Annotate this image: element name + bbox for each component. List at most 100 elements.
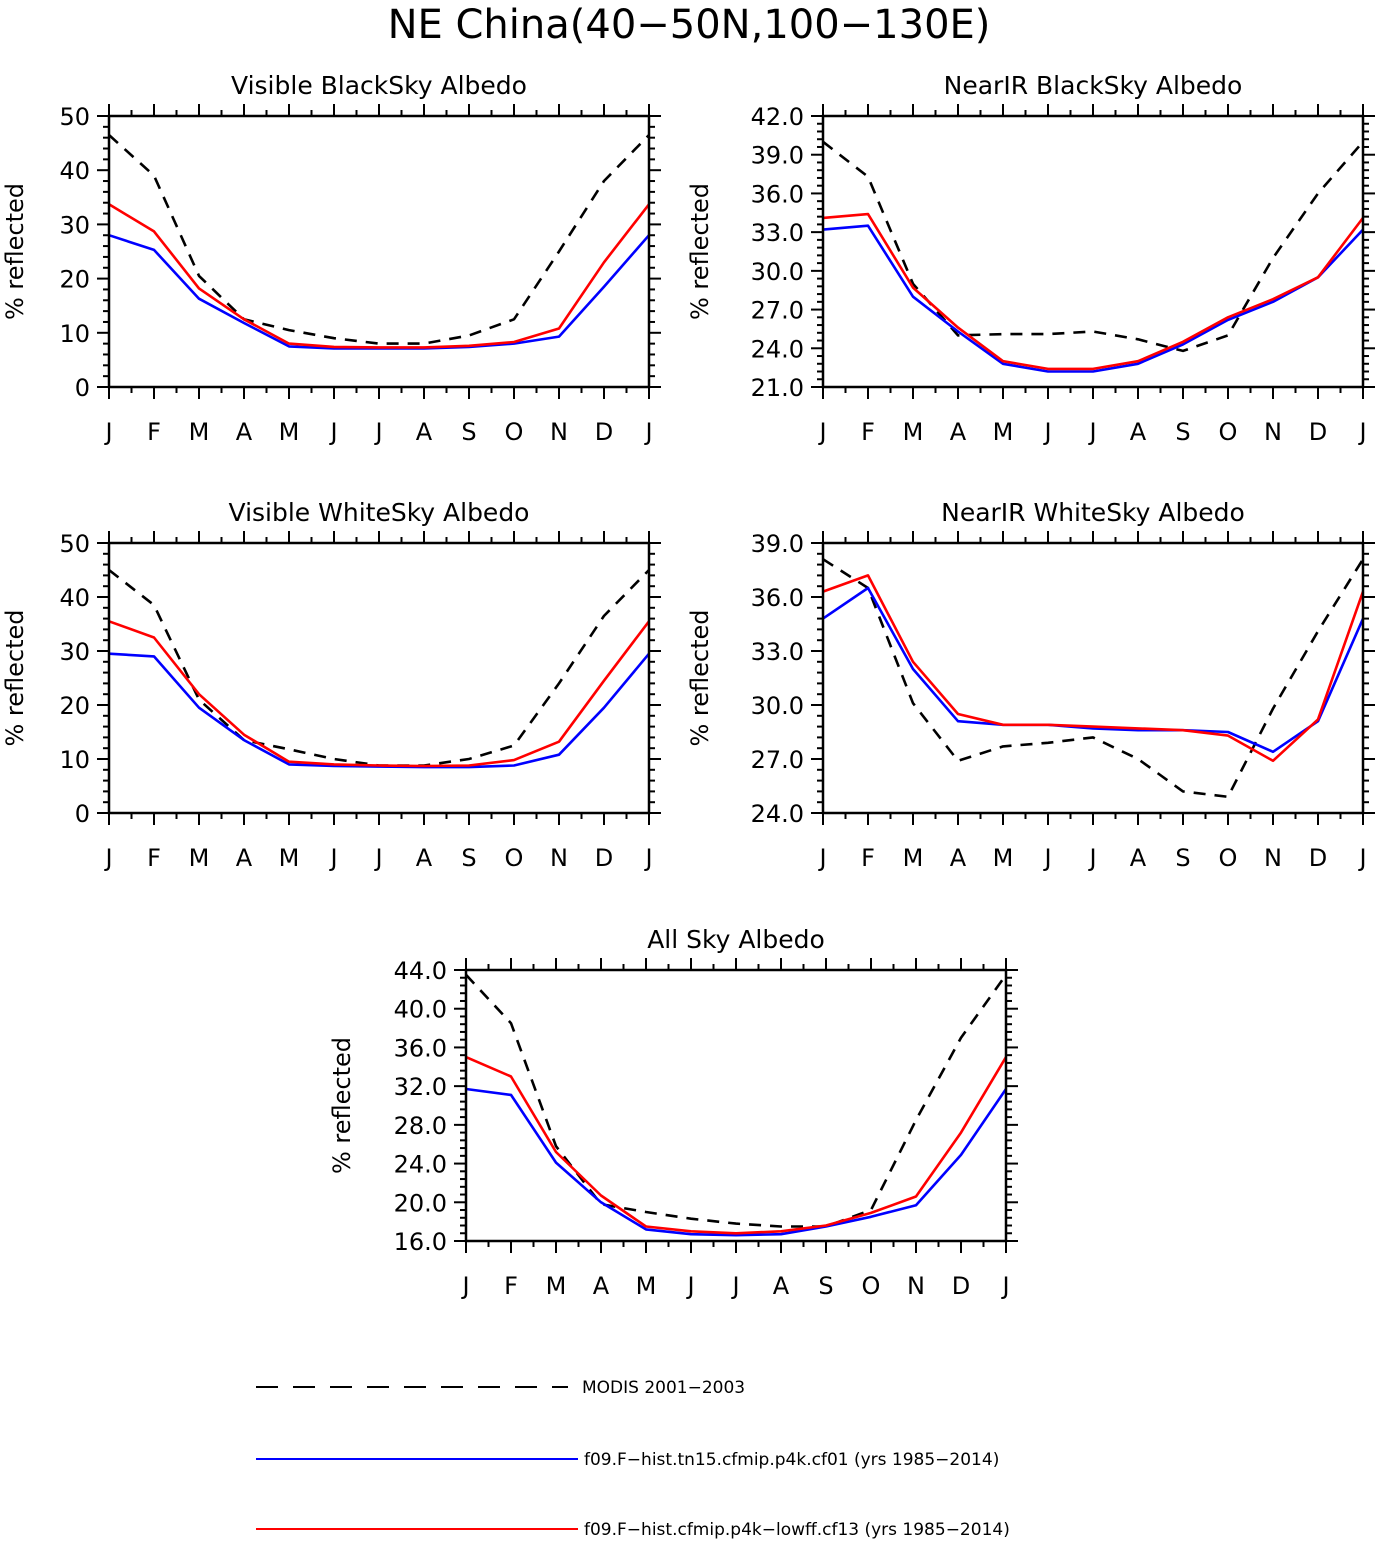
panel-title: Visible BlackSky Albedo [231, 71, 527, 100]
x-tick-label: S [1175, 418, 1190, 446]
x-tick-label: S [461, 844, 476, 872]
x-tick-label: M [189, 844, 210, 872]
legend-entry-cf01: f09.F−hist.tn15.cfmip.p4k.cf01 (yrs 1985… [256, 1450, 999, 1470]
x-tick-label: A [950, 844, 967, 872]
y-tick-label: 20.0 [394, 1189, 447, 1217]
x-tick-label: A [773, 1272, 790, 1300]
series-line-cf13 [465, 1055, 1008, 1235]
y-tick-label: 24.0 [751, 800, 804, 828]
x-tick-label: M [279, 418, 300, 446]
x-tick-label: O [505, 844, 524, 872]
x-tick-label: A [593, 1272, 610, 1300]
y-tick-label: 33.0 [751, 219, 804, 247]
x-tick-label: D [595, 844, 613, 872]
y-tick-label: 20 [59, 692, 90, 720]
x-tick-label: J [643, 418, 652, 446]
y-axis-label: % reflected [686, 609, 714, 746]
series-line-cf13 [822, 212, 1365, 371]
y-tick-label: 42.0 [751, 103, 804, 131]
x-tick-label: J [1042, 844, 1051, 872]
series-line-cf01 [822, 586, 1365, 754]
x-tick-label: J [1357, 418, 1366, 446]
x-tick-label: N [1264, 844, 1282, 872]
y-tick-label: 36.0 [394, 1034, 447, 1062]
x-tick-label: D [952, 1272, 970, 1300]
x-tick-label: A [950, 418, 967, 446]
x-tick-label: J [373, 844, 382, 872]
plot-frame [464, 968, 1008, 1243]
figure-title: NE China(40−50N,100−130E) [388, 2, 991, 48]
x-tick-label: M [546, 1272, 567, 1300]
x-tick-label: S [461, 418, 476, 446]
plot-frame [107, 541, 651, 815]
x-tick-label: M [993, 844, 1014, 872]
x-tick-label: M [279, 844, 300, 872]
x-tick-label: J [817, 418, 826, 446]
x-tick-label: F [861, 418, 875, 446]
x-tick-label: D [1309, 418, 1327, 446]
y-tick-label: 0 [75, 800, 90, 828]
series-line-cf01 [822, 224, 1364, 373]
x-tick-label: J [103, 418, 112, 446]
legend-label-cf13: f09.F−hist.cfmip.p4k−lowff.cf13 (yrs 198… [584, 1520, 1010, 1540]
y-tick-label: 36.0 [751, 180, 804, 208]
x-tick-label: J [1042, 418, 1051, 446]
panel-title: NearIR BlackSky Albedo [944, 71, 1243, 100]
y-axis-label: % reflected [1, 183, 29, 320]
y-tick-label: 10 [59, 320, 90, 348]
x-tick-label: J [1357, 844, 1366, 872]
x-tick-label: N [550, 844, 568, 872]
x-tick-label: A [1130, 418, 1147, 446]
y-tick-label: 39.0 [751, 142, 804, 170]
y-tick-label: 40.0 [394, 996, 447, 1024]
x-tick-label: J [460, 1272, 469, 1300]
legend-entry-cf13: f09.F−hist.cfmip.p4k−lowff.cf13 (yrs 198… [256, 1520, 1010, 1540]
y-tick-label: 30 [59, 211, 90, 239]
series-line-modis [822, 140, 1364, 353]
y-tick-label: 16.0 [394, 1228, 447, 1256]
series-line-cf13 [108, 203, 651, 349]
legend-label-cf01: f09.F−hist.tn15.cfmip.p4k.cf01 (yrs 1985… [584, 1450, 999, 1470]
y-tick-label: 21.0 [751, 374, 804, 402]
x-tick-label: D [595, 418, 613, 446]
panel-title: All Sky Albedo [647, 925, 825, 954]
x-tick-label: S [1175, 844, 1190, 872]
panel-title: NearIR WhiteSky Albedo [941, 498, 1245, 527]
y-axis-label: % reflected [686, 183, 714, 320]
series-line-cf01 [108, 233, 650, 350]
series-line-cf13 [108, 620, 651, 768]
x-tick-label: J [817, 844, 826, 872]
x-tick-label: O [505, 418, 524, 446]
x-tick-label: N [550, 418, 568, 446]
x-tick-label: J [685, 1272, 694, 1300]
legend-entry-modis: MODIS 2001−2003 [256, 1378, 745, 1398]
y-tick-label: 50 [59, 103, 90, 131]
y-tick-label: 33.0 [751, 638, 804, 666]
series-line-cf13 [822, 574, 1365, 763]
y-tick-label: 10 [59, 746, 90, 774]
x-tick-label: O [862, 1272, 881, 1300]
x-tick-label: J [1087, 418, 1096, 446]
x-tick-label: F [147, 844, 161, 872]
x-tick-label: A [416, 418, 433, 446]
x-tick-label: O [1219, 418, 1238, 446]
y-tick-label: 39.0 [751, 530, 804, 558]
x-tick-label: D [1309, 844, 1327, 872]
y-tick-label: 30.0 [751, 692, 804, 720]
x-tick-label: M [903, 418, 924, 446]
y-tick-label: 20 [59, 266, 90, 294]
x-tick-label: M [636, 1272, 657, 1300]
x-tick-label: J [328, 418, 337, 446]
x-tick-label: M [993, 418, 1014, 446]
series-line-cf01 [465, 1087, 1008, 1237]
series-line-modis [108, 568, 650, 767]
y-tick-label: 40 [59, 157, 90, 185]
x-tick-label: J [643, 844, 652, 872]
y-tick-label: 50 [59, 530, 90, 558]
x-tick-label: J [1000, 1272, 1009, 1300]
y-tick-label: 32.0 [394, 1073, 447, 1101]
y-tick-label: 27.0 [751, 746, 804, 774]
x-tick-label: N [1264, 418, 1282, 446]
y-tick-label: 40 [59, 584, 90, 612]
